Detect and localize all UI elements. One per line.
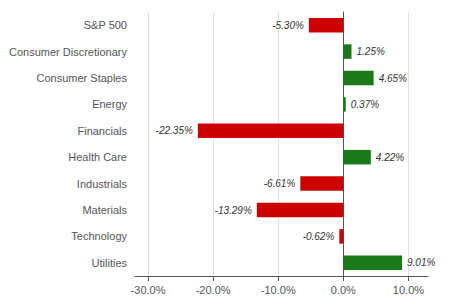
svg-text:-20.0%: -20.0% (196, 284, 231, 296)
svg-text:Energy: Energy (92, 98, 127, 110)
svg-text:4.65%: 4.65% (379, 73, 407, 84)
svg-text:Financials: Financials (77, 125, 127, 137)
svg-text:10.0%: 10.0% (393, 284, 424, 296)
svg-text:-5.30%: -5.30% (272, 20, 304, 31)
svg-text:-10.0%: -10.0% (261, 284, 296, 296)
svg-text:Health Care: Health Care (68, 151, 127, 163)
svg-text:Materials: Materials (82, 204, 127, 216)
svg-text:4.22%: 4.22% (376, 152, 404, 163)
svg-text:Consumer Staples: Consumer Staples (37, 72, 128, 84)
svg-text:Technology: Technology (71, 230, 127, 242)
svg-text:-6.61%: -6.61% (264, 178, 296, 189)
svg-text:S&P 500: S&P 500 (84, 19, 127, 31)
svg-text:-13.29%: -13.29% (215, 205, 252, 216)
svg-text:-22.35%: -22.35% (156, 125, 193, 136)
svg-text:Consumer Discretionary: Consumer Discretionary (9, 46, 127, 58)
svg-text:1.25%: 1.25% (356, 46, 384, 57)
svg-text:0.0%: 0.0% (331, 284, 356, 296)
svg-text:0.37%: 0.37% (351, 99, 379, 110)
svg-text:Industrials: Industrials (77, 178, 128, 190)
svg-text:9.01%: 9.01% (407, 257, 435, 268)
svg-text:-0.62%: -0.62% (303, 231, 335, 242)
svg-text:Utilities: Utilities (92, 257, 128, 269)
svg-text:-30.0%: -30.0% (131, 284, 166, 296)
